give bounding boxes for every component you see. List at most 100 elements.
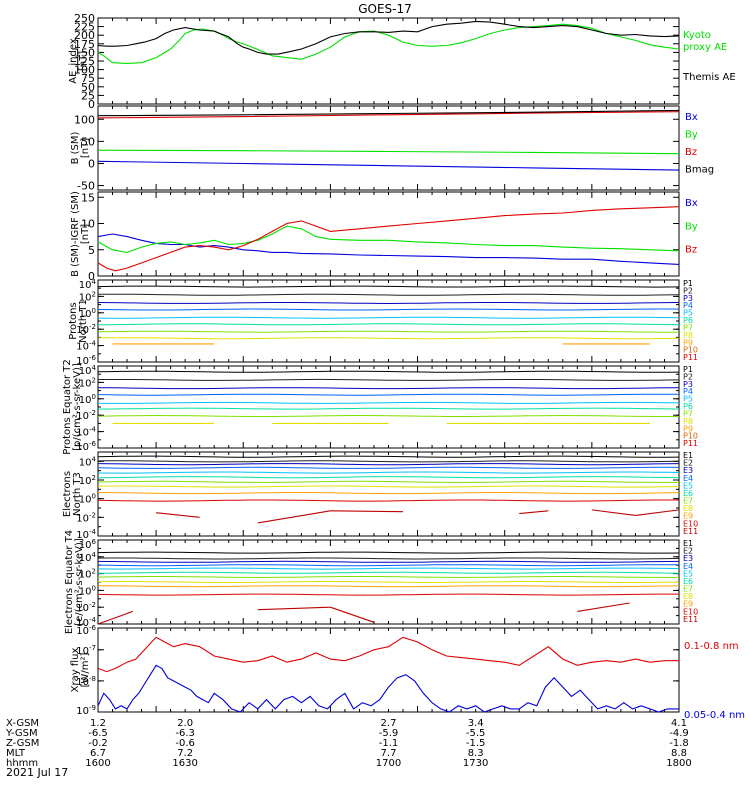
legend-label: P11 <box>683 439 698 448</box>
series-line-e8 <box>97 581 680 583</box>
y-axis-label: B (SM) <box>70 131 81 164</box>
x-axis-value: -5.5 <box>466 728 486 739</box>
y-tick-label: 104 <box>79 455 97 468</box>
y-tick-label: 50 <box>81 81 95 94</box>
legend-label: proxy AE <box>683 42 727 53</box>
series-line-p3 <box>97 302 680 305</box>
x-axis-value: 6.7 <box>90 748 106 759</box>
x-axis-value: 7.7 <box>381 748 397 759</box>
legend-label: E3 <box>683 554 693 563</box>
y-axis-unit: [nT] <box>80 224 91 244</box>
legend-label: E1 <box>683 539 693 548</box>
series-line-bz <box>97 111 680 119</box>
series-line-e9 <box>97 492 680 495</box>
legend-label: P8 <box>683 417 693 426</box>
series-line-e11 <box>330 606 375 623</box>
panel-frame <box>97 105 680 191</box>
series-line-e6 <box>97 476 680 479</box>
legend-label: P10 <box>683 346 698 355</box>
y-tick-label: 10 <box>81 218 95 231</box>
x-axis-value: 2.7 <box>381 718 397 729</box>
x-axis-value: -0.2 <box>88 738 108 749</box>
series-line-kyoto-proxy-ae <box>97 23 680 64</box>
series-line-e11 <box>591 509 636 517</box>
series-line-e11 <box>156 512 200 518</box>
legend-label: E11 <box>683 615 698 624</box>
y-axis-unit: [nT] <box>78 51 89 71</box>
series-line-bx <box>97 233 680 265</box>
series-line-e8 <box>97 485 680 488</box>
series-line-e11 <box>577 602 630 612</box>
y-tick-label: 50 <box>81 135 95 148</box>
panel-frame <box>97 365 680 449</box>
series-line-bx <box>97 160 680 171</box>
y-tick-label: 15 <box>81 191 95 204</box>
y-axis-label: Electrons <box>62 471 73 517</box>
y-tick-label: 10-6 <box>76 624 96 637</box>
y-tick-label: 10-2 <box>76 409 96 422</box>
series-line-e2 <box>97 557 680 560</box>
x-axis-value: -1.1 <box>379 738 399 749</box>
series-line-by <box>97 225 680 253</box>
legend-label: Kyoto <box>683 30 711 41</box>
panel-frame <box>97 279 680 363</box>
y-tick-label: 104 <box>79 278 97 291</box>
x-axis-value: 1630 <box>172 758 197 769</box>
legend-label: P2 <box>683 372 693 381</box>
legend-label: P10 <box>683 432 698 441</box>
series-line-p5 <box>97 316 680 319</box>
series-line-e9 <box>97 585 680 588</box>
panel-3: B (SM)-IGRF (SM) [nT] Bx By Bz 0 5 10 15 <box>70 191 698 283</box>
legend-label: P6 <box>683 316 693 325</box>
y-tick-label: 10-4 <box>76 426 96 439</box>
y-tick-label: 100 <box>79 393 96 406</box>
legend-label: E4 <box>683 474 693 483</box>
series-line-e11 <box>257 606 331 611</box>
y-tick-label: 175 <box>74 38 95 51</box>
legend-label: E4 <box>683 562 693 571</box>
x-axis-table: X-GSM 1.2 2.0 2.7 3.4 4.1 Y-GSM -6.5 -6.3 -5.9 -5.… <box>5 718 692 769</box>
x-axis-value: -0.6 <box>175 738 195 749</box>
panel-frame <box>97 627 680 713</box>
series-line-p3 <box>97 387 680 390</box>
x-axis-value: -1.5 <box>466 738 486 749</box>
y-axis-label: Electrons Equator T4 <box>64 530 75 634</box>
legend-label: Bz <box>685 147 697 158</box>
x-axis-value: 8.8 <box>671 748 687 759</box>
y-tick-label: 10-8 <box>76 675 96 688</box>
x-axis-value: -4.9 <box>669 728 689 739</box>
x-axis-value: -6.5 <box>88 728 108 739</box>
y-axis-unit: [p/(cm²-s-sr-keV)] <box>72 363 83 451</box>
series-line-e1 <box>97 455 680 458</box>
legend-label: P9 <box>683 424 693 433</box>
series-line-p1 <box>97 285 680 288</box>
y-tick-label: 104 <box>79 364 97 377</box>
legend-label: E1 <box>683 451 693 460</box>
series-line-p6 <box>97 407 680 410</box>
x-axis-row-label: MLT <box>6 748 26 759</box>
series-line-e7 <box>97 480 679 483</box>
legend-label: Bmag <box>685 165 714 176</box>
x-axis-row-label: X-GSM <box>6 718 39 729</box>
y-tick-label: 102 <box>79 290 96 303</box>
legend-label: P6 <box>683 402 693 411</box>
legend-label: E3 <box>683 466 693 475</box>
date-label: 2021 Jul 17 <box>6 766 68 779</box>
series-line-p2 <box>98 378 680 381</box>
legend-label: P7 <box>683 409 693 418</box>
series-line-p1 <box>97 370 680 373</box>
figure-title: GOES-17 <box>358 2 412 16</box>
series-line-e3 <box>97 560 680 563</box>
legend-label: E10 <box>683 607 698 616</box>
legend-label: P2 <box>683 286 693 295</box>
x-axis-row-label: Z-GSM <box>6 738 39 749</box>
y-tick-label: 100 <box>74 113 95 126</box>
y-tick-label: 5 <box>88 244 95 257</box>
y-tick-label: 100 <box>79 493 96 506</box>
y-tick-label: 250 <box>74 12 95 25</box>
y-axis-unit: [nT] <box>80 138 91 158</box>
x-axis-value: 7.2 <box>177 748 193 759</box>
